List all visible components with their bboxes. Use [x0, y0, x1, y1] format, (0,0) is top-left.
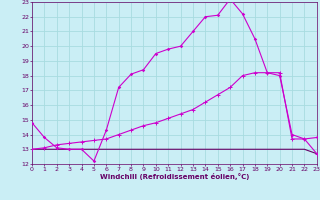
X-axis label: Windchill (Refroidissement éolien,°C): Windchill (Refroidissement éolien,°C): [100, 173, 249, 180]
